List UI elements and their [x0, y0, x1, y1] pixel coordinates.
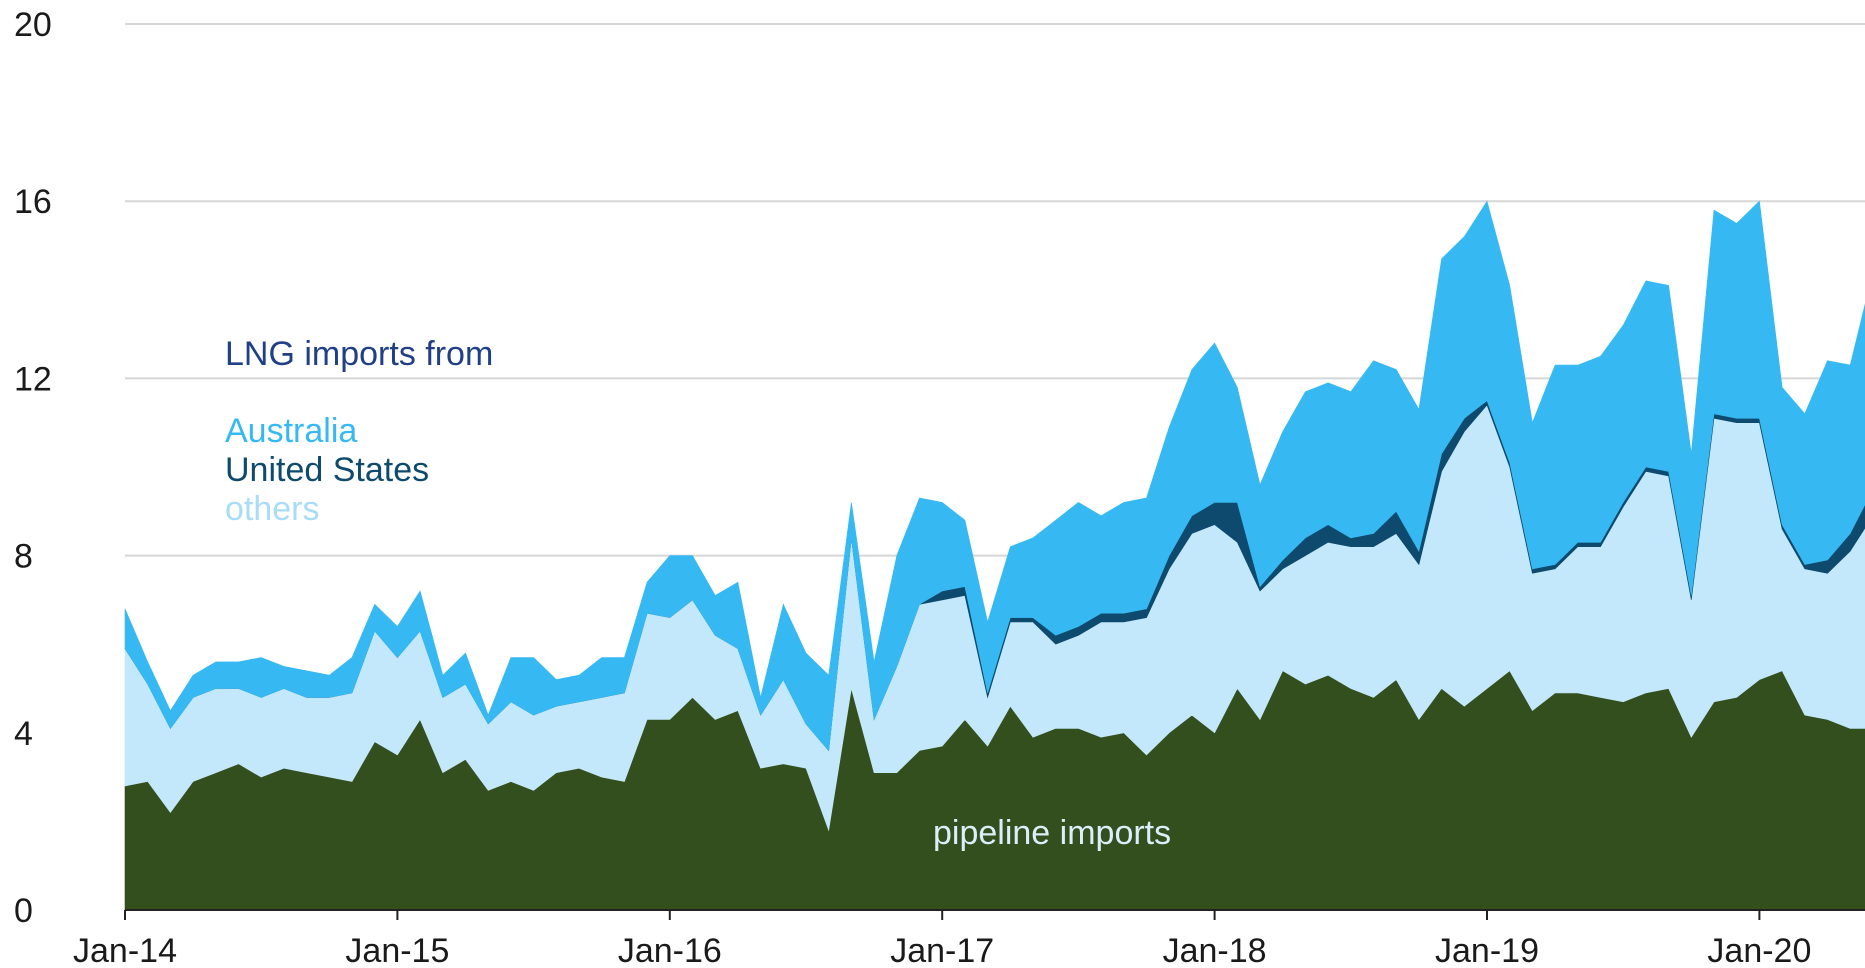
y-tick-label-16: 16: [14, 183, 52, 221]
x-tick-label-2015-01: Jan-15: [345, 932, 449, 968]
x-tick-label-2017-01: Jan-17: [890, 932, 994, 968]
legend-label-australia: Australia: [225, 412, 357, 450]
area-australia: [124, 200, 1865, 752]
annotations: LNG imports from Australia United States…: [225, 335, 1171, 852]
legend-label-united-states: United States: [225, 451, 429, 489]
legend-label-others: others: [225, 490, 320, 528]
lng-imports-heading: LNG imports from: [225, 335, 493, 373]
y-tick-label-0: 0: [14, 892, 33, 930]
axes: 0 4 8 12 16 20 Jan-14 Jan-15 Jan-16 Jan-17 Jan-18 J…: [14, 6, 1865, 968]
y-tick-label-12: 12: [14, 360, 52, 398]
pipeline-imports-label: pipeline imports: [933, 814, 1171, 852]
y-tick-label-20: 20: [14, 6, 52, 44]
area-series: [124, 200, 1865, 911]
x-tick-label-2018-01: Jan-18: [1163, 932, 1267, 968]
x-tick-label-2014-01: Jan-14: [73, 932, 177, 968]
y-tick-label-4: 4: [14, 715, 33, 753]
x-tick-label-2016-01: Jan-16: [618, 932, 722, 968]
x-tick-label-2019-01: Jan-19: [1435, 932, 1539, 968]
y-tick-label-8: 8: [14, 538, 33, 576]
x-tick-label-2020-01: Jan-20: [1707, 932, 1811, 968]
